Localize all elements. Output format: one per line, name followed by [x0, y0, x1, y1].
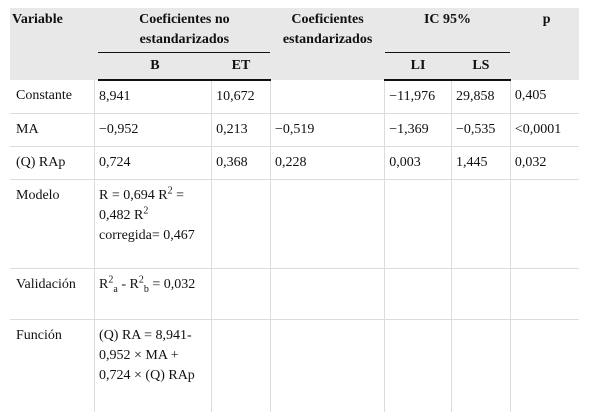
header-variable: Variable: [10, 8, 95, 80]
cell-funcion-text: (Q) RA = 8,941-0,952 × MA + 0,724 × (Q) …: [95, 320, 212, 412]
cell-validacion-label: Validación: [10, 269, 95, 320]
table-row-funcion: Función (Q) RA = 8,941-0,952 × MA + 0,72…: [10, 320, 579, 412]
cell-et: 10,672: [212, 80, 271, 114]
cell-li: −1,369: [385, 114, 452, 147]
cell-beta: [270, 80, 384, 114]
header-coef-std: Coeficientes estandarizados: [274, 8, 381, 80]
cell-modelo-label: Modelo: [10, 180, 95, 269]
cell-b: 0,724: [95, 147, 212, 180]
header-p: p: [514, 8, 579, 80]
cell-variable: Constante: [10, 80, 95, 114]
cell-p: <0,0001: [510, 114, 579, 147]
cell-p: 0,405: [510, 80, 579, 114]
header-li: LI: [385, 53, 452, 81]
table-row: MA −0,952 0,213 −0,519 −1,369 −0,535 <0,…: [10, 114, 579, 147]
cell-variable: (Q) RAp: [10, 147, 95, 180]
header-et: ET: [212, 53, 271, 81]
cell-b: −0,952: [95, 114, 212, 147]
cell-beta: −0,519: [270, 114, 384, 147]
header-b: B: [98, 53, 211, 81]
table-row: (Q) RAp 0,724 0,368 0,228 0,003 1,445 0,…: [10, 147, 579, 180]
regression-table: Variable Coeficientes no estandarizados …: [10, 8, 579, 412]
cell-p: 0,032: [510, 147, 579, 180]
cell-ls: −0,535: [451, 114, 510, 147]
header-ls: LS: [451, 53, 510, 81]
header-coef-no-std: Coeficientes no estandarizados: [98, 8, 270, 53]
cell-li: 0,003: [385, 147, 452, 180]
cell-funcion-label: Función: [10, 320, 95, 412]
header-ic95: IC 95%: [385, 8, 511, 53]
cell-ls: 29,858: [451, 80, 510, 114]
cell-ls: 1,445: [451, 147, 510, 180]
cell-validacion-text: R2a - R2b = 0,032: [95, 269, 212, 320]
cell-modelo-text: R = 0,694 R2 = 0,482 R2 corregida= 0,467: [95, 180, 212, 269]
cell-li: −11,976: [385, 80, 452, 114]
table-row-validacion: Validación R2a - R2b = 0,032: [10, 269, 579, 320]
cell-variable: MA: [10, 114, 95, 147]
cell-et: 0,213: [212, 114, 271, 147]
cell-beta: 0,228: [270, 147, 384, 180]
table-row-modelo: Modelo R = 0,694 R2 = 0,482 R2 corregida…: [10, 180, 579, 269]
cell-b: 8,941: [95, 80, 212, 114]
cell-et: 0,368: [212, 147, 271, 180]
table-row: Constante 8,941 10,672 −11,976 29,858 0,…: [10, 80, 579, 114]
